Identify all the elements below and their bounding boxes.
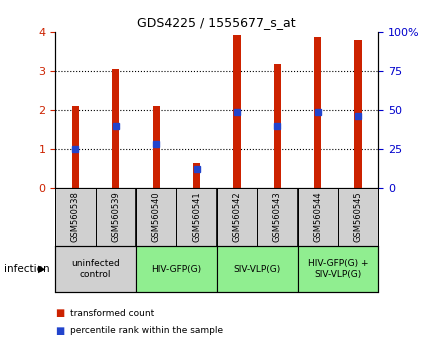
Bar [233, 35, 241, 188]
Text: ■: ■ [55, 326, 65, 336]
Text: SIV-VLP(G): SIV-VLP(G) [233, 264, 281, 274]
Title: GDS4225 / 1555677_s_at: GDS4225 / 1555677_s_at [137, 16, 296, 29]
Text: ■: ■ [55, 308, 65, 318]
Text: infection: infection [4, 264, 50, 274]
FancyBboxPatch shape [176, 188, 217, 246]
Text: GSM560541: GSM560541 [192, 192, 201, 242]
Text: GSM560545: GSM560545 [354, 192, 363, 242]
FancyBboxPatch shape [257, 188, 298, 246]
Bar [314, 37, 321, 188]
FancyBboxPatch shape [298, 246, 378, 292]
Bar [72, 106, 79, 188]
Text: HIV-GFP(G): HIV-GFP(G) [151, 264, 201, 274]
FancyBboxPatch shape [298, 188, 338, 246]
Bar [193, 164, 200, 188]
Text: transformed count: transformed count [70, 309, 154, 318]
Text: GSM560542: GSM560542 [232, 192, 241, 242]
Text: percentile rank within the sample: percentile rank within the sample [70, 326, 223, 336]
FancyBboxPatch shape [217, 188, 257, 246]
Text: HIV-GFP(G) +
SIV-VLP(G): HIV-GFP(G) + SIV-VLP(G) [308, 259, 368, 279]
FancyBboxPatch shape [55, 246, 136, 292]
Text: ▶: ▶ [38, 264, 46, 274]
Text: GSM560538: GSM560538 [71, 192, 80, 242]
FancyBboxPatch shape [55, 188, 96, 246]
Bar [153, 106, 160, 188]
Text: GSM560543: GSM560543 [273, 192, 282, 242]
FancyBboxPatch shape [136, 246, 217, 292]
Text: GSM560540: GSM560540 [152, 192, 161, 242]
FancyBboxPatch shape [338, 188, 378, 246]
Bar [274, 64, 281, 188]
Text: uninfected
control: uninfected control [71, 259, 120, 279]
FancyBboxPatch shape [217, 246, 298, 292]
Text: GSM560544: GSM560544 [313, 192, 322, 242]
Bar [112, 69, 119, 188]
Bar [354, 40, 362, 188]
Text: GSM560539: GSM560539 [111, 192, 120, 242]
FancyBboxPatch shape [96, 188, 136, 246]
FancyBboxPatch shape [136, 188, 176, 246]
